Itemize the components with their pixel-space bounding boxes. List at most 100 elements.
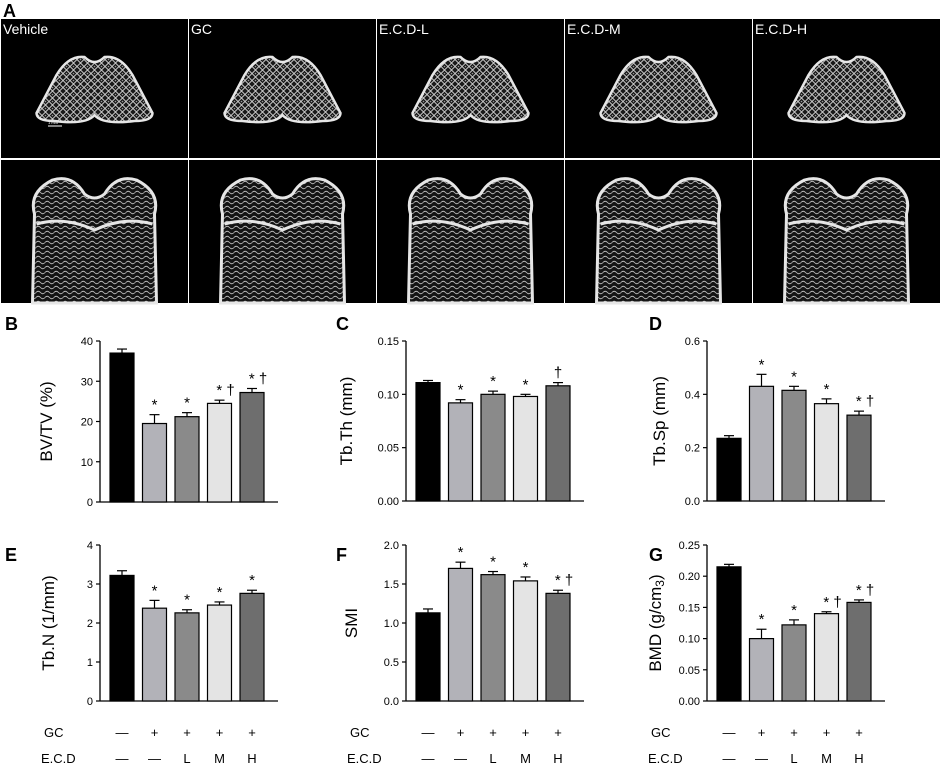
bar — [781, 624, 807, 702]
y-tick-label: 0.5 — [384, 657, 399, 669]
significance-marker: * — [759, 611, 765, 628]
y-tick-label: 0 — [87, 497, 93, 509]
chart-panel-g: G 0.00 0.05 0.10 0.15 0.20 0.25 BMD (g/cm3) * * * … — [646, 540, 885, 708]
bar — [206, 604, 233, 702]
y-axis-title: BMD (g/cm3) — [646, 574, 667, 671]
significance-marker: * † — [216, 382, 234, 399]
y-tick-label: 0.00 — [679, 696, 700, 708]
gc-row-label: GC — [44, 725, 64, 740]
ecd-row-value: — — [723, 751, 736, 766]
micro-ct-image — [565, 19, 752, 158]
bar — [174, 416, 200, 503]
panel-letter: F — [336, 545, 347, 565]
chart-panel-e: E 0 1 2 3 4 Tb.N (1/mm) * * * * — [5, 540, 278, 708]
ecd-row-value: H — [247, 751, 256, 766]
significance-marker: * — [217, 584, 223, 601]
bar — [813, 613, 840, 702]
ecd-row-value: H — [553, 751, 562, 766]
group-label-image: E.C.D-M — [567, 21, 621, 37]
bar — [748, 385, 775, 502]
gc-row-value: + — [758, 725, 766, 740]
bar — [545, 385, 571, 502]
gc-row-value: + — [855, 725, 863, 740]
micro-ct-image — [753, 19, 940, 158]
significance-marker: * — [490, 554, 496, 571]
gc-row-value: + — [823, 725, 831, 740]
gc-row-value: + — [554, 725, 562, 740]
micro-ct-image — [565, 160, 752, 305]
gc-row-value: — — [116, 725, 129, 740]
significance-marker: * — [458, 544, 464, 561]
group-rows-f: GC E.C.D — — + — + L + M + H — [347, 725, 563, 766]
ecd-row-value: — — [454, 751, 467, 766]
y-axis-title: Tb.N (1/mm) — [39, 575, 58, 670]
y-axis-title: Tb.Th (mm) — [337, 377, 356, 466]
significance-marker: * — [523, 559, 529, 576]
y-tick-label: 1.5 — [384, 579, 399, 591]
y-tick-label: 2 — [87, 618, 93, 630]
y-tick-label: 0.6 — [685, 336, 700, 348]
growth-plate — [224, 219, 341, 232]
y-tick-label: 0.4 — [685, 389, 700, 401]
bar — [141, 607, 168, 702]
significance-marker: * — [152, 582, 158, 599]
bar — [206, 402, 233, 503]
bar — [781, 389, 807, 502]
y-tick-label: 0.05 — [679, 665, 700, 677]
bone-longitudinal-section — [406, 177, 535, 305]
y-tick-label: 0.10 — [378, 389, 399, 401]
micro-ct-image — [1, 19, 188, 158]
bar — [447, 402, 474, 502]
significance-marker: * † — [856, 393, 874, 410]
chart-panel-d: D 0.0 0.2 0.4 0.6 Tb.Sp (mm) * * * * † — [649, 314, 885, 508]
y-tick-label: 0.0 — [685, 496, 700, 508]
group-label-image: E.C.D-H — [755, 21, 807, 37]
ecd-row-value: — — [148, 751, 161, 766]
ecd-row-value: L — [790, 751, 797, 766]
ecd-row-label: E.C.D — [648, 751, 683, 766]
significance-marker: * — [791, 368, 797, 385]
significance-marker: * — [249, 572, 255, 589]
micro-ct-image — [753, 160, 940, 305]
ecd-row-label: E.C.D — [41, 751, 76, 766]
y-tick-label: 0.2 — [685, 443, 700, 455]
bar — [415, 612, 441, 702]
y-tick-label: 0.05 — [378, 443, 399, 455]
ecd-row-value: — — [422, 751, 435, 766]
gc-row-value: — — [723, 725, 736, 740]
ecd-row-value: H — [854, 751, 863, 766]
y-axis-title: BV/TV (%) — [37, 381, 56, 461]
y-axis-title: SMI — [342, 608, 361, 638]
significance-marker: * — [824, 381, 830, 398]
micro-ct-image — [1, 160, 188, 305]
bone-longitudinal-section — [30, 177, 159, 305]
panel-letter: E — [5, 545, 17, 565]
chart-panel-b: B 0 10 20 30 40 BV/TV (%) * * * † * † — [5, 314, 278, 509]
gc-row-value: + — [790, 725, 798, 740]
significance-marker: * — [184, 592, 190, 609]
micro-ct-image-grid: Vehicle GC E.C.D-L E.C.D-M E.C.D-H 1 mm — [1, 19, 940, 305]
bar — [109, 352, 135, 503]
significance-marker: * † — [823, 594, 841, 611]
ecd-row-value: L — [183, 751, 190, 766]
bone-cross-section — [599, 55, 718, 124]
significance-marker: * † — [856, 582, 874, 599]
gc-row-value: + — [489, 725, 497, 740]
panel-letter-a: A — [3, 1, 16, 21]
chart-panel-c: C 0.00 0.05 0.10 0.15 Tb.Th (mm) * * * † — [336, 314, 584, 508]
y-tick-label: 0.10 — [679, 634, 700, 646]
panel-letter: G — [649, 545, 663, 565]
bar — [846, 601, 872, 702]
y-tick-label: 40 — [81, 336, 93, 348]
scale-bar-label: 1 mm — [48, 120, 59, 125]
group-label-image: E.C.D-L — [379, 21, 429, 37]
y-tick-label: 2.0 — [384, 540, 399, 552]
significance-marker: † — [554, 365, 562, 382]
ecd-row-value: — — [755, 751, 768, 766]
bar — [141, 422, 168, 503]
micro-ct-image — [189, 19, 376, 158]
bar — [415, 382, 441, 502]
gc-row-value: + — [216, 725, 224, 740]
